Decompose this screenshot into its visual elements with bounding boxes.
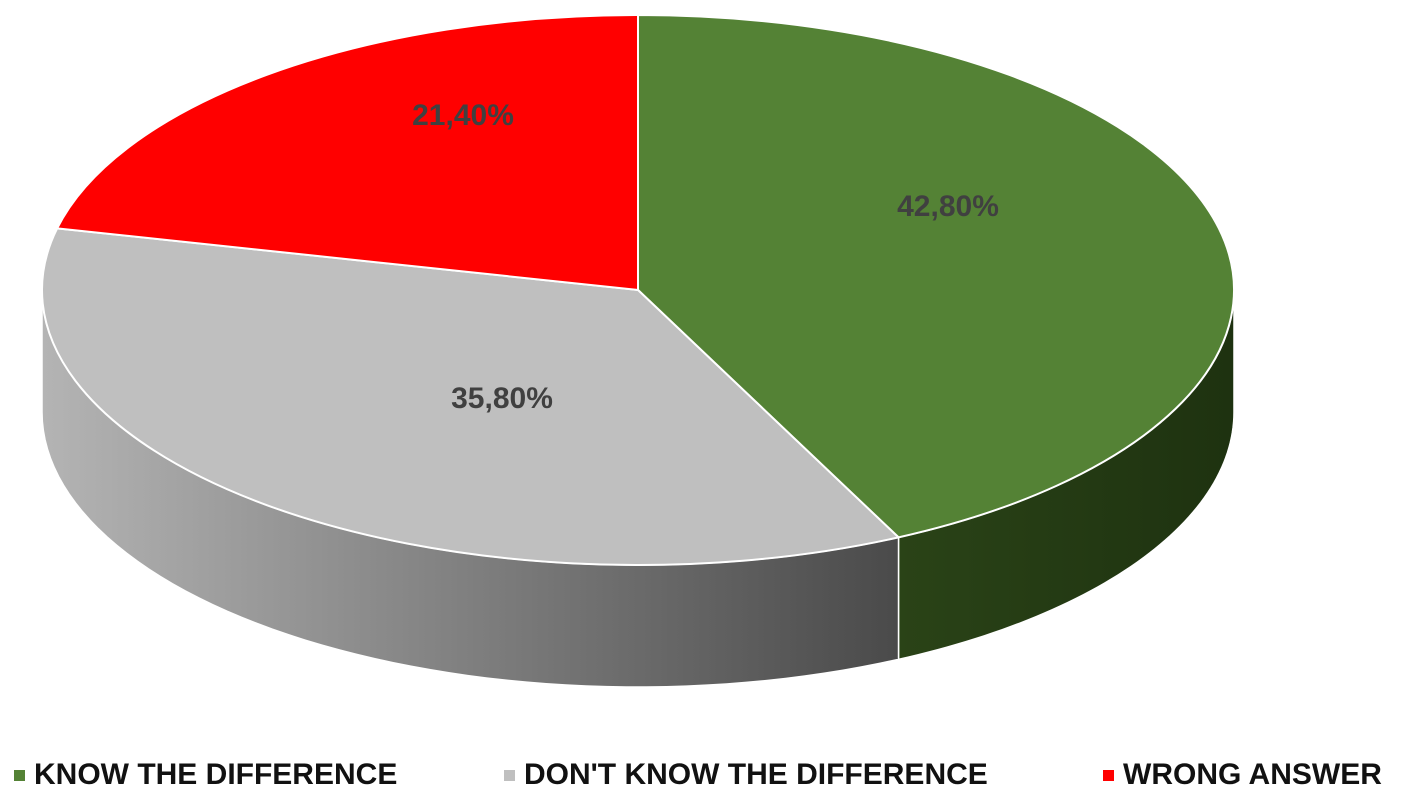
legend-label-know: KNOW THE DIFFERENCE bbox=[34, 758, 398, 791]
legend-swatch-wrong bbox=[1103, 769, 1114, 781]
slice-know bbox=[637, 14, 1236, 539]
slice-label-know: 42,80% bbox=[897, 190, 999, 223]
slice-label-dont-know: 35,80% bbox=[451, 382, 553, 415]
legend-item-know: KNOW THE DIFFERENCE bbox=[14, 758, 397, 792]
slice-dont-know bbox=[41, 227, 900, 566]
legend-swatch-dont-know bbox=[504, 769, 515, 781]
legend-item-dont-know: DON'T KNOW THE DIFFERENCE bbox=[504, 758, 988, 792]
legend-swatch-know bbox=[14, 769, 25, 781]
slice-label-wrong: 21,40% bbox=[412, 99, 514, 132]
legend-item-wrong: WRONG ANSWER bbox=[1103, 758, 1382, 792]
legend-label-wrong: WRONG ANSWER bbox=[1123, 758, 1382, 791]
legend-label-dont-know: DON'T KNOW THE DIFFERENCE bbox=[524, 758, 988, 791]
pie-chart-svg: 42,80% 35,80% 21,40% bbox=[41, 14, 1236, 688]
legend: KNOW THE DIFFERENCE DON'T KNOW THE DIFFE… bbox=[0, 758, 1405, 800]
slice-wrong bbox=[56, 14, 639, 291]
